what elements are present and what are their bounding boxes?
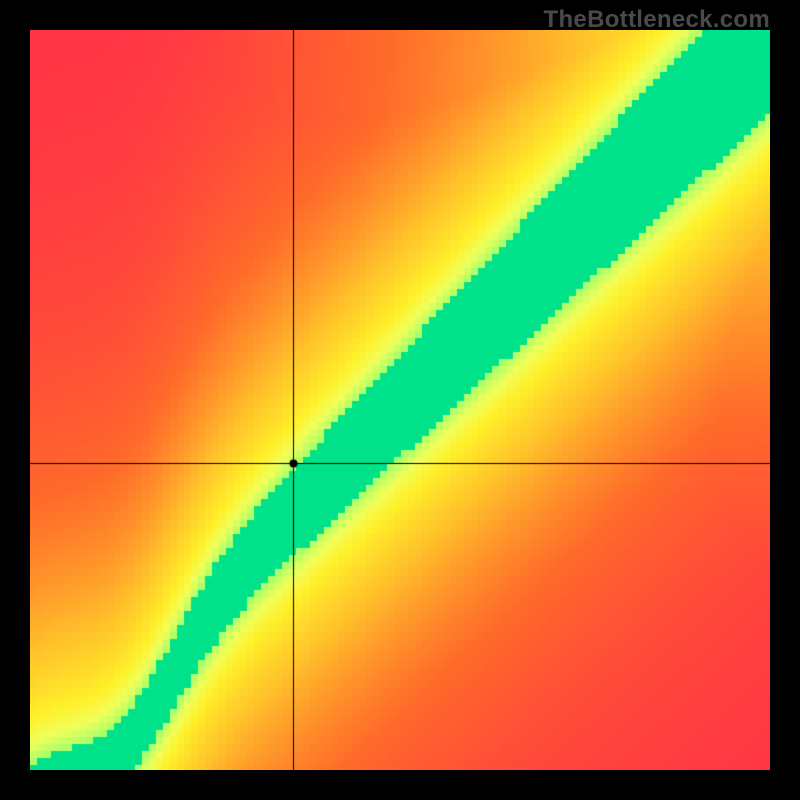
chart-container: TheBottleneck.com <box>0 0 800 800</box>
heatmap-plot-area <box>30 30 770 770</box>
heatmap-canvas <box>30 30 770 770</box>
watermark-text: TheBottleneck.com <box>544 6 770 34</box>
